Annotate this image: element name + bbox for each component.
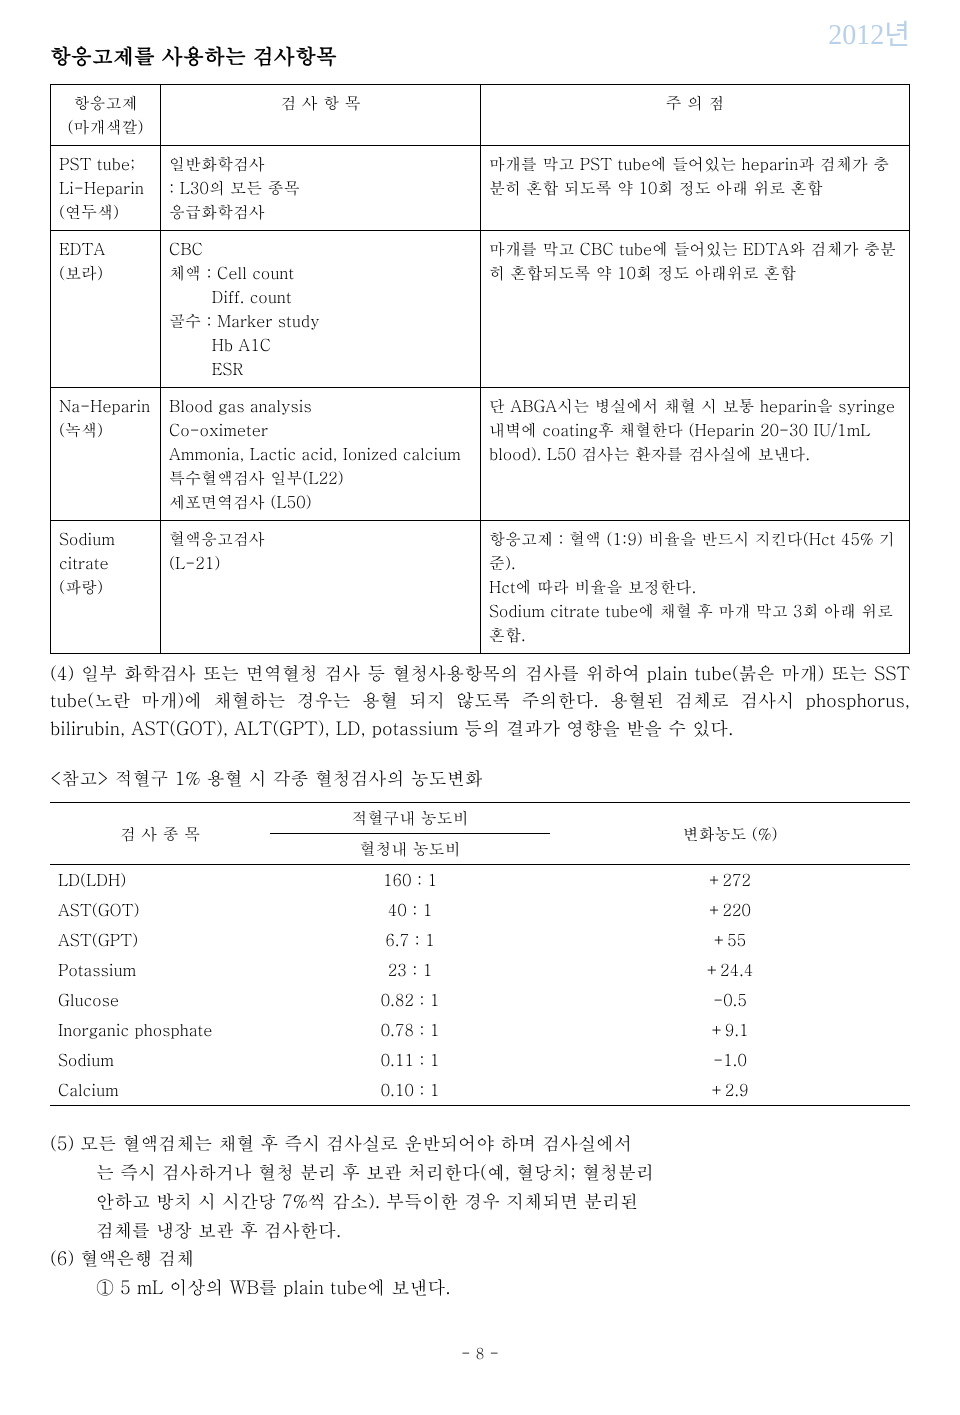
ref-change: -1.0 [550, 1045, 910, 1075]
ref-change: +9.1 [550, 1015, 910, 1045]
table-header-row: 항응고제 (마개색깔) 검 사 항 목 주 의 점 [51, 84, 910, 145]
cell-caution: 단 ABGA시는 병실에서 채혈 시 보통 heparin을 syringe 내… [481, 387, 910, 520]
paragraph-4: (4) 일부 화학검사 또는 면역혈청 검사 등 혈청사용항목의 검사를 위하여… [50, 660, 910, 744]
cell-test-items: 혈액응고검사 (L-21) [161, 520, 481, 653]
note-5-line: 검체를 냉장 보관 후 검사한다. [50, 1217, 910, 1246]
cell-anticoagulant: Na-Heparin (녹색) [51, 387, 161, 520]
note-5-line: (5) 모든 혈액검체는 채혈 후 즉시 검사실로 운반되어야 하며 검사실에서 [50, 1130, 910, 1159]
ref-change: +24.4 [550, 955, 910, 985]
note-5-line: 안하고 방치 시 시간당 7%씩 감소). 부득이한 경우 지체되면 분리된 [50, 1188, 910, 1217]
ref-name: AST(GOT) [50, 895, 270, 925]
note-6: (6) 혈액은행 검체 [50, 1245, 910, 1274]
cell-test-items: 일반화학검사 : L30의 모든 종목 응급화학검사 [161, 145, 481, 230]
ref-ratio: 0.10 : 1 [270, 1075, 550, 1106]
section-title: 항응고제를 사용하는 검사항목 [50, 40, 910, 72]
ref-ratio: 160 : 1 [270, 865, 550, 896]
ref-head-test: 검 사 종 목 [50, 803, 270, 865]
ref-row: AST(GPT) 6.7 : 1 +55 [50, 925, 910, 955]
cell-anticoagulant: Sodium citrate (파랑) [51, 520, 161, 653]
ref-name: Glucose [50, 985, 270, 1015]
ref-name: LD(LDH) [50, 865, 270, 896]
table-row: Na-Heparin (녹색) Blood gas analysis Co-ox… [51, 387, 910, 520]
ref-row: Sodium 0.11 : 1 -1.0 [50, 1045, 910, 1075]
ref-name: AST(GPT) [50, 925, 270, 955]
notes-section: (5) 모든 혈액검체는 채혈 후 즉시 검사실로 운반되어야 하며 검사실에서… [50, 1130, 910, 1303]
header-test-items: 검 사 항 목 [161, 84, 481, 145]
ref-ratio: 40 : 1 [270, 895, 550, 925]
reference-title: <참고> 적혈구 1% 용혈 시 각종 혈청검사의 농도변화 [50, 765, 910, 792]
table-row: Sodium citrate (파랑) 혈액응고검사 (L-21) 항응고제 :… [51, 520, 910, 653]
ref-header-row: 검 사 종 목 적혈구내 농도비 변화농도 (%) [50, 803, 910, 834]
header-caution: 주 의 점 [481, 84, 910, 145]
ref-name: Inorganic phosphate [50, 1015, 270, 1045]
note-6-sub: ① 5 mL 이상의 WB를 plain tube에 보낸다. [50, 1274, 910, 1303]
ref-row: Inorganic phosphate 0.78 : 1 +9.1 [50, 1015, 910, 1045]
header-anticoagulant: 항응고제 (마개색깔) [51, 84, 161, 145]
hemolysis-table: 검 사 종 목 적혈구내 농도비 변화농도 (%) 혈청내 농도비 LD(LDH… [50, 802, 910, 1106]
ref-ratio: 0.82 : 1 [270, 985, 550, 1015]
ref-ratio: 6.7 : 1 [270, 925, 550, 955]
ref-name: Calcium [50, 1075, 270, 1106]
ref-head-ratio-top: 적혈구내 농도비 [270, 803, 550, 834]
note-5-line: 는 즉시 검사하거나 혈청 분리 후 보관 처리한다(예, 혈당치; 혈청분리 [50, 1159, 910, 1188]
ref-name: Sodium [50, 1045, 270, 1075]
ref-row: Potassium 23 : 1 +24.4 [50, 955, 910, 985]
ref-change: -0.5 [550, 985, 910, 1015]
table-row: EDTA (보라) CBC 체액 : Cell count Diff. coun… [51, 230, 910, 387]
ref-change: +55 [550, 925, 910, 955]
cell-caution: 마개를 막고 PST tube에 들어있는 heparin과 검체가 충분히 혼… [481, 145, 910, 230]
ref-head-ratio-bot: 혈청내 농도비 [270, 834, 550, 865]
table-row: PST tube; Li-Heparin (연두색) 일반화학검사 : L30의… [51, 145, 910, 230]
ref-name: Potassium [50, 955, 270, 985]
cell-test-items: CBC 체액 : Cell count Diff. count 골수 : Mar… [161, 230, 481, 387]
ref-row: Glucose 0.82 : 1 -0.5 [50, 985, 910, 1015]
anticoagulant-table: 항응고제 (마개색깔) 검 사 항 목 주 의 점 PST tube; Li-H… [50, 84, 910, 654]
ref-ratio: 0.11 : 1 [270, 1045, 550, 1075]
ref-row: LD(LDH) 160 : 1 +272 [50, 865, 910, 896]
ref-row: Calcium 0.10 : 1 +2.9 [50, 1075, 910, 1106]
cell-anticoagulant: PST tube; Li-Heparin (연두색) [51, 145, 161, 230]
ref-change: +2.9 [550, 1075, 910, 1106]
page-number: - 8 - [50, 1343, 910, 1366]
cell-caution: 항응고제 : 혈액 (1:9) 비율을 반드시 지킨다(Hct 45% 기준).… [481, 520, 910, 653]
ref-row: AST(GOT) 40 : 1 +220 [50, 895, 910, 925]
ref-change: +220 [550, 895, 910, 925]
ref-ratio: 23 : 1 [270, 955, 550, 985]
cell-caution: 마개를 막고 CBC tube에 들어있는 EDTA와 검체가 충분히 혼합되도… [481, 230, 910, 387]
cell-anticoagulant: EDTA (보라) [51, 230, 161, 387]
ref-change: +272 [550, 865, 910, 896]
ref-head-change: 변화농도 (%) [550, 803, 910, 865]
year-watermark: 2012년 [828, 15, 910, 57]
cell-test-items: Blood gas analysis Co-oximeter Ammonia, … [161, 387, 481, 520]
ref-ratio: 0.78 : 1 [270, 1015, 550, 1045]
